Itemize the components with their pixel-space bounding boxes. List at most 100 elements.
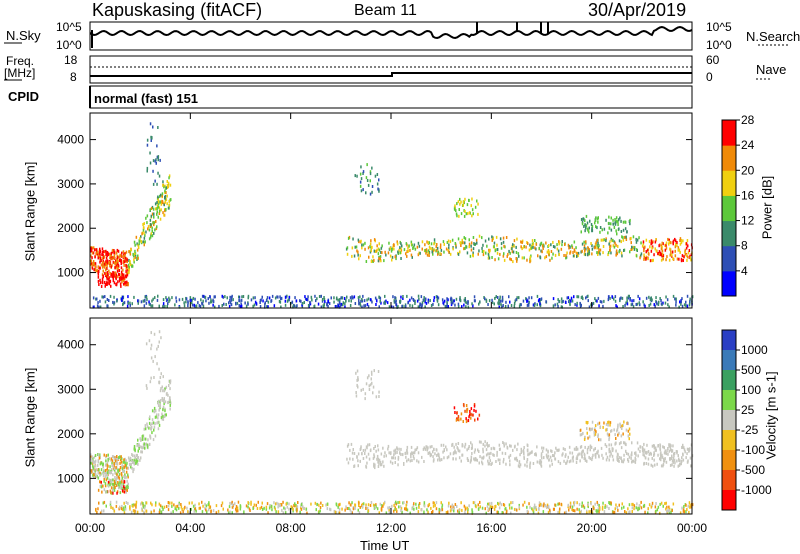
power-cell bbox=[601, 300, 603, 304]
velocity-cell bbox=[432, 509, 434, 513]
power-cell bbox=[92, 251, 95, 255]
power-cell bbox=[668, 242, 670, 246]
velocity-cell bbox=[573, 503, 575, 507]
power-cell bbox=[644, 304, 646, 308]
velocity-cell bbox=[516, 448, 518, 452]
velocity-cell bbox=[502, 441, 504, 444]
velocity-cell bbox=[321, 504, 324, 507]
power-cell bbox=[122, 268, 124, 272]
velocity-cell bbox=[470, 455, 473, 459]
power-cell bbox=[379, 257, 381, 261]
power-cell bbox=[144, 240, 146, 244]
power-cell bbox=[122, 273, 125, 277]
power-cell bbox=[327, 299, 329, 303]
power-cell bbox=[446, 300, 448, 304]
velocity-cell bbox=[432, 455, 434, 459]
velocity-cell bbox=[348, 507, 350, 510]
velocity-cell bbox=[603, 510, 606, 514]
power-cell bbox=[643, 257, 645, 261]
velocity-cell bbox=[261, 501, 263, 505]
power-cell bbox=[209, 300, 212, 304]
power-cell bbox=[579, 301, 581, 305]
velocity-cell bbox=[123, 480, 126, 484]
velocity-cell bbox=[125, 485, 128, 489]
power-cell bbox=[447, 239, 450, 243]
power-cell bbox=[571, 245, 574, 249]
velocity-cell bbox=[589, 444, 592, 448]
velocity-cell bbox=[490, 463, 492, 466]
velocity-cell bbox=[627, 434, 630, 438]
power-cell bbox=[363, 304, 365, 308]
velocity-cell bbox=[473, 408, 475, 412]
power-cell bbox=[584, 219, 586, 223]
power-cell bbox=[99, 278, 101, 282]
velocity-cell bbox=[118, 476, 121, 480]
power-cell bbox=[361, 246, 363, 250]
power-cell bbox=[565, 254, 567, 258]
velocity-cell bbox=[423, 446, 425, 450]
velocity-cell bbox=[616, 452, 619, 456]
power-cell bbox=[548, 244, 550, 247]
velocity-cell bbox=[286, 501, 288, 505]
velocity-cell bbox=[350, 442, 353, 446]
power-cell bbox=[230, 298, 233, 302]
velocity-cell bbox=[150, 356, 153, 360]
velocity-cell bbox=[143, 442, 145, 446]
velocity-cell bbox=[489, 502, 491, 506]
velocity-cell bbox=[589, 457, 592, 461]
power-cell bbox=[597, 220, 599, 224]
velocity-cell bbox=[509, 453, 512, 457]
velocity-cell bbox=[129, 463, 131, 467]
velocity-cell bbox=[94, 464, 97, 468]
power-cell bbox=[657, 252, 659, 255]
velocity-cell bbox=[318, 503, 320, 507]
power-cell bbox=[151, 226, 153, 230]
power-cell bbox=[105, 256, 108, 260]
velocity-cell bbox=[141, 435, 144, 439]
velocity-cell bbox=[373, 453, 375, 457]
power-cell bbox=[658, 253, 661, 257]
velocity-cell bbox=[148, 426, 150, 430]
power-cell bbox=[436, 243, 438, 246]
velocity-cell bbox=[468, 415, 470, 419]
velocity-cell bbox=[394, 451, 397, 455]
velocity-cell bbox=[487, 444, 489, 448]
power-cell bbox=[457, 237, 460, 241]
power-cell bbox=[157, 171, 159, 175]
velocity-cell bbox=[425, 445, 427, 449]
velocity-cell bbox=[374, 466, 376, 470]
power-cell bbox=[614, 295, 617, 299]
power-cell bbox=[485, 299, 488, 303]
power-cell bbox=[146, 298, 148, 302]
power-cell bbox=[301, 302, 304, 305]
velocity-cell bbox=[260, 505, 263, 509]
velocity-cell bbox=[624, 441, 626, 445]
power-cell bbox=[412, 245, 415, 249]
power-cell bbox=[614, 241, 616, 245]
velocity-cell bbox=[395, 500, 397, 504]
velocity-cell bbox=[418, 503, 420, 507]
power-cell bbox=[545, 241, 547, 245]
velocity-cell bbox=[380, 506, 383, 510]
velocity-cell bbox=[142, 503, 144, 507]
power-cell bbox=[424, 243, 426, 247]
power-cell bbox=[624, 220, 626, 224]
velocity-cell bbox=[672, 502, 675, 506]
power-cell bbox=[127, 265, 129, 269]
velocity-cell bbox=[659, 457, 661, 461]
velocity-cell bbox=[387, 444, 390, 448]
velocity-cell bbox=[163, 415, 166, 418]
velocity-cell bbox=[651, 444, 654, 448]
velocity-cell bbox=[687, 447, 690, 451]
power-cell bbox=[583, 244, 586, 248]
velocity-cell bbox=[568, 460, 571, 464]
velocity-cell bbox=[319, 506, 322, 509]
nsky-tick-top: 10^5 bbox=[56, 20, 82, 34]
power-cell bbox=[113, 261, 116, 265]
station-title: Kapuskasing (fitACF) bbox=[92, 0, 263, 20]
velocity-cell bbox=[112, 473, 114, 477]
velocity-cell bbox=[384, 451, 386, 455]
colorbar-label: 25 bbox=[741, 403, 755, 417]
velocity-cell bbox=[503, 444, 505, 448]
velocity-cell bbox=[441, 508, 444, 512]
